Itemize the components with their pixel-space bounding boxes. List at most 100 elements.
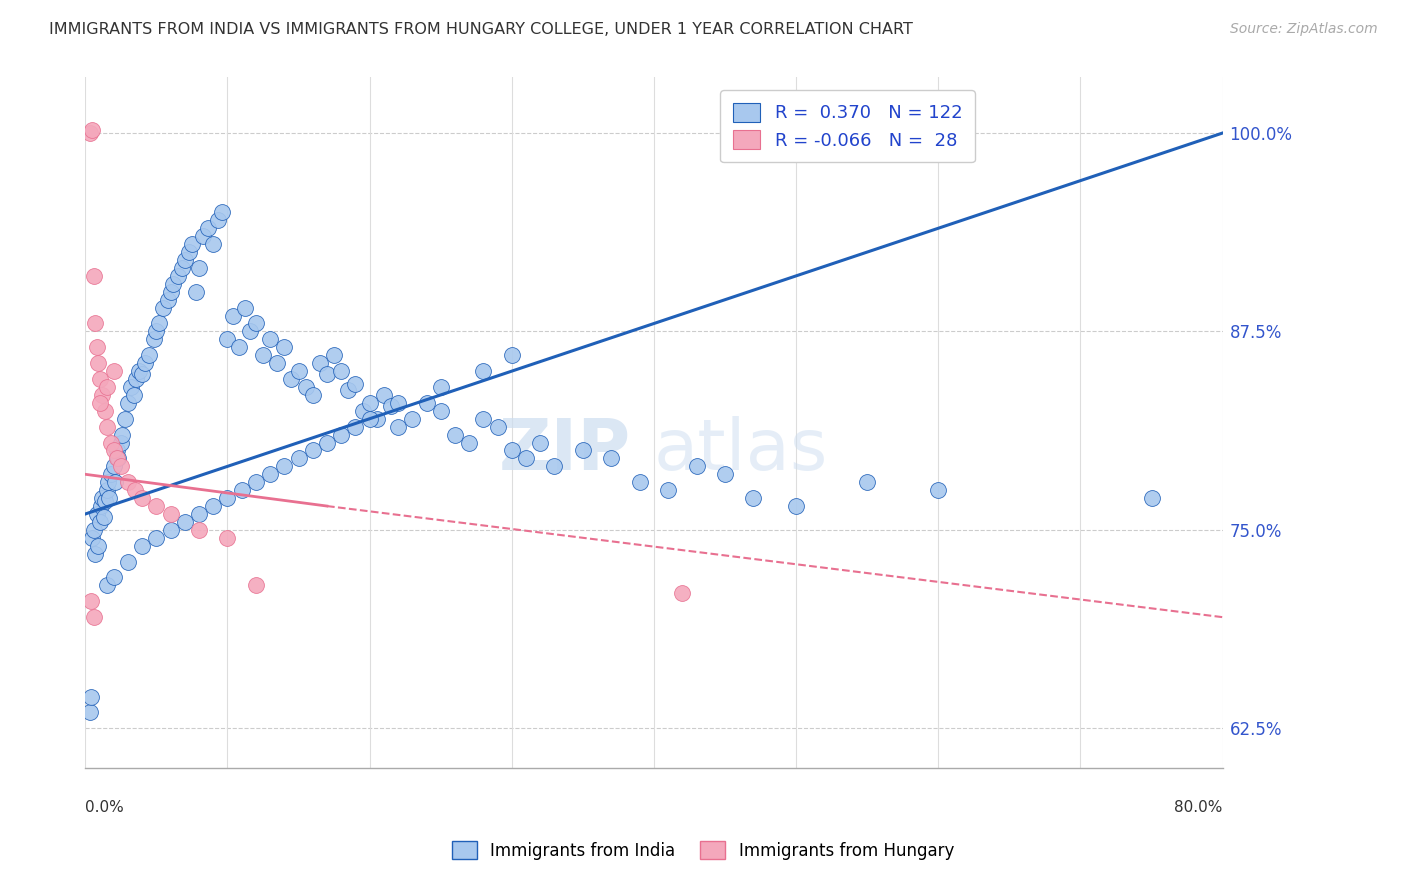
Point (387, 396, 409, 410)
Point (352, 404, 374, 418)
Point (222, 309, 245, 323)
Point (785, 499, 807, 513)
Point (316, 368, 339, 382)
Point (366, 411, 388, 425)
Point (344, 376, 367, 391)
Point (103, 364, 125, 378)
Point (87, 539, 110, 553)
Point (96, 578, 118, 592)
Point (217, 332, 239, 346)
Point (330, 364, 353, 378)
Text: Source: ZipAtlas.com: Source: ZipAtlas.com (1230, 22, 1378, 37)
Point (239, 325, 262, 339)
Point (173, 515, 195, 529)
Point (217, 491, 239, 505)
Point (82, 531, 104, 545)
Point (134, 356, 156, 370)
Point (515, 451, 537, 466)
Point (117, 396, 139, 410)
Point (266, 356, 288, 370)
Point (181, 237, 204, 252)
Point (145, 531, 167, 545)
Point (93, 510, 115, 524)
Point (152, 301, 174, 315)
Point (80, 594, 103, 608)
Point (211, 205, 233, 219)
Point (104, 475, 127, 490)
Point (415, 396, 437, 410)
Point (444, 427, 467, 442)
Point (89, 396, 111, 410)
Point (207, 213, 229, 227)
Point (323, 348, 346, 362)
Point (100, 467, 122, 482)
Point (87, 356, 110, 370)
Point (91, 388, 114, 402)
Point (202, 499, 225, 513)
Point (501, 348, 523, 362)
Point (628, 475, 651, 490)
Point (120, 380, 142, 394)
Point (472, 364, 495, 378)
Point (429, 404, 451, 418)
Point (245, 317, 267, 331)
Point (159, 285, 181, 299)
Point (486, 419, 509, 434)
Point (671, 586, 693, 600)
Point (124, 483, 146, 498)
Point (162, 277, 184, 291)
Point (103, 570, 125, 584)
Point (117, 475, 139, 490)
Point (233, 301, 256, 315)
Point (280, 372, 302, 386)
Point (316, 435, 339, 450)
Point (98, 491, 121, 505)
Point (89, 515, 111, 529)
Point (600, 451, 623, 466)
Point (186, 285, 208, 299)
Point (714, 467, 737, 482)
Point (110, 435, 132, 450)
Point (685, 459, 707, 474)
Point (344, 419, 367, 434)
Point (83, 610, 105, 624)
Point (105, 443, 128, 458)
Point (188, 523, 211, 537)
Text: ZIP: ZIP (499, 416, 631, 485)
Point (252, 348, 274, 362)
Point (96, 380, 118, 394)
Point (202, 237, 225, 252)
Point (110, 459, 132, 474)
Point (458, 435, 481, 450)
Point (287, 364, 309, 378)
Text: IMMIGRANTS FROM INDIA VS IMMIGRANTS FROM HUNGARY COLLEGE, UNDER 1 YEAR CORRELATI: IMMIGRANTS FROM INDIA VS IMMIGRANTS FROM… (49, 22, 912, 37)
Point (79, 706, 101, 720)
Point (80, 690, 103, 704)
Point (380, 399, 402, 413)
Point (100, 435, 122, 450)
Point (122, 388, 145, 402)
Point (472, 411, 495, 425)
Point (86, 340, 108, 354)
Point (125, 372, 148, 386)
Point (197, 221, 219, 235)
Point (159, 523, 181, 537)
Point (128, 364, 150, 378)
Point (177, 245, 200, 260)
Point (79, 126, 101, 140)
Point (84, 547, 107, 561)
Point (83, 268, 105, 283)
Point (97, 475, 120, 490)
Point (156, 293, 179, 307)
Point (89, 372, 111, 386)
Point (96, 419, 118, 434)
Point (188, 260, 211, 275)
Point (228, 340, 250, 354)
Point (96, 483, 118, 498)
Point (245, 578, 267, 592)
Point (86, 507, 108, 521)
Point (103, 443, 125, 458)
Point (259, 332, 281, 346)
Point (111, 427, 134, 442)
Point (166, 268, 188, 283)
